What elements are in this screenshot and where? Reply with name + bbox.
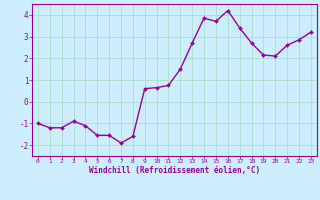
X-axis label: Windchill (Refroidissement éolien,°C): Windchill (Refroidissement éolien,°C) [89,166,260,175]
